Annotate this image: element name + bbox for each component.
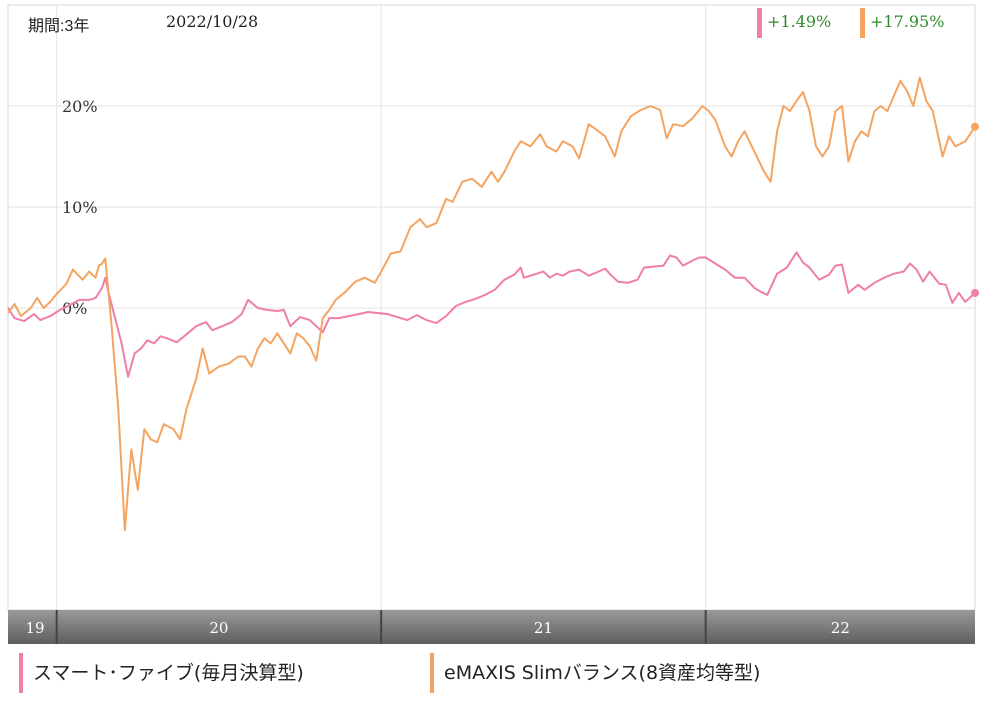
y-tick-label: 0% bbox=[62, 299, 87, 318]
period-label: 期間:3年 bbox=[28, 18, 90, 35]
performance-chart: 20% 10% 0% 19 20 21 22 bbox=[7, 4, 979, 644]
x-axis-bar bbox=[8, 610, 975, 644]
x-tick-label: 22 bbox=[831, 619, 850, 637]
x-tick-label: 20 bbox=[209, 619, 228, 637]
y-tick-label: 20% bbox=[62, 97, 98, 116]
legend-label: スマート･ファイブ(毎月決算型) bbox=[33, 662, 304, 684]
x-tick-label: 21 bbox=[534, 619, 553, 637]
legend-item-emaxis[interactable]: eMAXIS Slimバランス(8資産均等型) bbox=[430, 653, 760, 693]
series-end-marker-1 bbox=[971, 288, 979, 297]
return-value: +17.95% bbox=[870, 12, 945, 31]
series-lines bbox=[7, 76, 979, 532]
legend-label: eMAXIS Slimバランス(8資産均等型) bbox=[444, 662, 761, 684]
return-badge-smart-five: +1.49% bbox=[757, 8, 832, 38]
x-axis-band: 19 20 21 22 bbox=[8, 610, 975, 644]
return-color-swatch bbox=[860, 8, 865, 38]
y-tick-label: 10% bbox=[62, 198, 98, 217]
x-tick-label: 19 bbox=[25, 619, 44, 637]
return-value: +1.49% bbox=[767, 12, 832, 31]
legend-color-swatch bbox=[430, 653, 434, 693]
legend-color-swatch bbox=[19, 653, 23, 693]
chart-grid bbox=[7, 4, 976, 611]
series-end-marker-2 bbox=[971, 122, 979, 131]
return-badge-emaxis: +17.95% bbox=[860, 8, 945, 38]
date-label: 2022/10/28 bbox=[166, 12, 259, 31]
series-line-2 bbox=[7, 76, 976, 532]
return-color-swatch bbox=[757, 8, 762, 38]
legend-item-smart-five[interactable]: スマート･ファイブ(毎月決算型) bbox=[19, 653, 304, 693]
y-tick-labels: 20% 10% 0% bbox=[62, 97, 98, 318]
series-line-1 bbox=[7, 251, 976, 378]
